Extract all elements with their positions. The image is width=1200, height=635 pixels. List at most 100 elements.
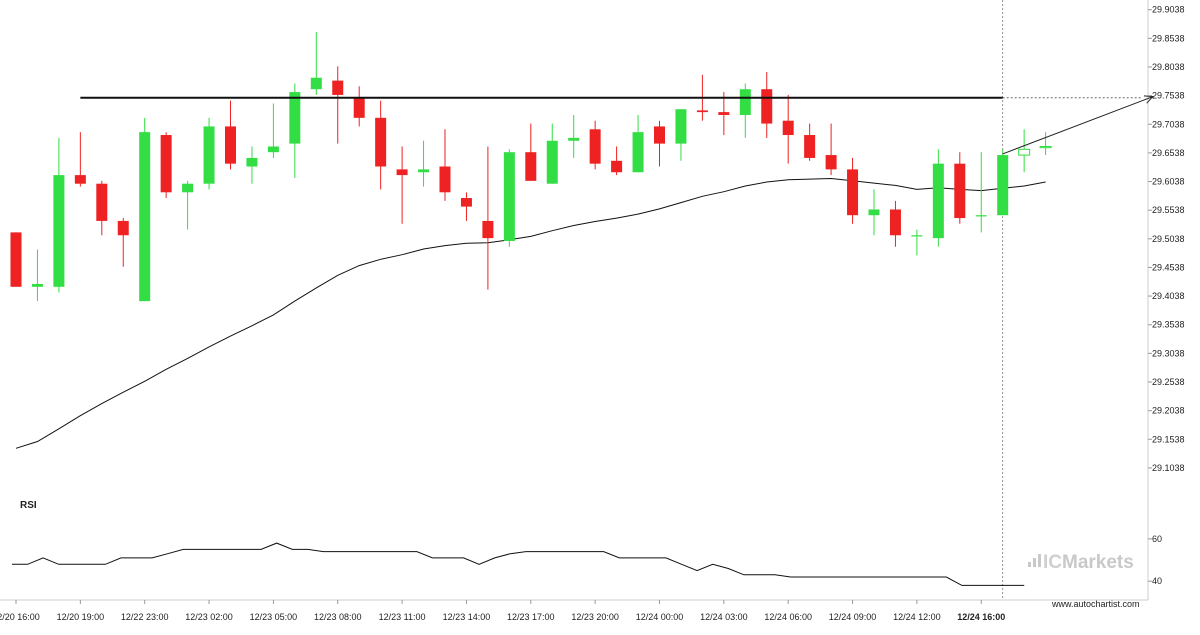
candle-body: [267, 146, 279, 153]
watermark-prefix: IC: [1043, 552, 1062, 573]
candle-body: [525, 152, 537, 181]
candle: [932, 149, 944, 247]
candle: [546, 123, 558, 184]
candle-body: [182, 183, 194, 193]
candle-body: [847, 169, 859, 216]
candle-body: [375, 117, 387, 167]
candle: [975, 152, 987, 233]
candle: [911, 229, 923, 256]
candle-body: [353, 97, 365, 118]
candle: [997, 149, 1009, 216]
candle-body: [546, 140, 558, 184]
time-tick-label: 12/23 14:00: [443, 612, 491, 622]
price-tick-label: 29.7038: [1152, 119, 1185, 129]
candle-body: [718, 112, 730, 115]
time-tick-label: 12/23 11:00: [379, 612, 426, 622]
candle-body: [1018, 148, 1031, 156]
candle: [289, 83, 301, 178]
candle: [439, 129, 451, 201]
price-tick-label: 29.8538: [1152, 33, 1185, 43]
moving-average-line: [15, 177, 1046, 449]
rsi-line: [12, 542, 1025, 586]
candle-body: [332, 80, 344, 95]
time-tick-label: 12/24 00:00: [636, 612, 684, 622]
candle-body: [31, 283, 43, 287]
candle: [74, 132, 86, 187]
candle-body: [418, 169, 430, 173]
forecast-arrow-head: [1143, 95, 1154, 104]
candle: [782, 94, 794, 164]
axes-layer: 29.9038 29.8538 29.8038 29.7538 29.7038 29.65…: [0, 5, 1185, 622]
time-tick-label: 12/20 16:00: [0, 612, 40, 622]
candle: [1018, 129, 1031, 173]
price-tick-label: 29.2038: [1152, 406, 1185, 416]
forecast-arrow-line: [1002, 96, 1154, 155]
candle-body: [611, 160, 623, 173]
candle-body: [975, 215, 987, 217]
candle-body: [160, 135, 172, 193]
candle-body: [954, 163, 966, 219]
candle-body: [739, 89, 751, 115]
candle: [868, 189, 880, 236]
candle: [310, 31, 322, 95]
candle-body: [53, 175, 65, 287]
candle-body: [503, 152, 515, 241]
time-tick-label: 12/24 03:00: [700, 612, 748, 622]
candles-layer: [10, 31, 1052, 302]
candle: [418, 140, 430, 187]
candle: [1039, 132, 1052, 156]
price-tick-label: 29.1538: [1152, 434, 1185, 444]
candle-body: [289, 92, 301, 144]
candle: [718, 92, 730, 136]
candle-body: [782, 120, 794, 136]
price-tick-label: 29.5538: [1152, 205, 1185, 215]
candle: [611, 146, 623, 176]
price-tick-label: 29.7538: [1152, 91, 1185, 101]
candle-body: [74, 175, 86, 184]
rsi-tick-label: 40: [1152, 576, 1162, 586]
price-tick-label: 29.6038: [1152, 177, 1185, 187]
candle: [632, 114, 644, 173]
candle: [246, 146, 258, 184]
candle-body: [139, 132, 151, 302]
candle-body: [761, 89, 773, 124]
candle-body: [804, 135, 816, 158]
candle-body: [868, 209, 880, 216]
svg-text:ICMarkets: ICMarkets: [1043, 552, 1134, 573]
candle-body: [246, 157, 258, 167]
candle-body: [696, 110, 708, 113]
price-tick-label: 29.4038: [1152, 291, 1185, 301]
time-tick-label: 12/20 19:00: [57, 612, 105, 622]
candle-body: [932, 163, 944, 239]
candle-body: [632, 132, 644, 173]
rsi-tick-label: 60: [1152, 534, 1162, 544]
candle-body: [117, 220, 129, 236]
time-tick-label: 12/23 05:00: [250, 612, 298, 622]
watermark-suffix: Markets: [1062, 552, 1134, 573]
candle: [96, 180, 108, 236]
candle: [182, 180, 194, 230]
candle: [10, 232, 22, 287]
candle-body: [589, 129, 601, 164]
time-tick-label: 12/23 08:00: [314, 612, 362, 622]
candle: [804, 123, 816, 161]
candle-body: [675, 109, 687, 144]
candle-body: [310, 77, 322, 90]
candle: [654, 120, 665, 167]
time-tick-label: 12/23 17:00: [507, 612, 555, 622]
bars-icon: [1028, 554, 1041, 567]
candle-body: [911, 235, 923, 237]
rsi-panel: RSI: [12, 500, 1025, 586]
price-tick-label: 29.4538: [1152, 262, 1185, 272]
candle: [375, 100, 387, 190]
candle: [482, 146, 494, 290]
rsi-title: RSI: [20, 500, 37, 511]
candle: [525, 123, 537, 181]
candle: [889, 200, 901, 247]
candle: [847, 157, 859, 224]
candle: [332, 66, 344, 144]
candle: [589, 120, 601, 170]
price-tick-label: 29.8038: [1152, 62, 1185, 72]
candle-body: [997, 155, 1009, 216]
